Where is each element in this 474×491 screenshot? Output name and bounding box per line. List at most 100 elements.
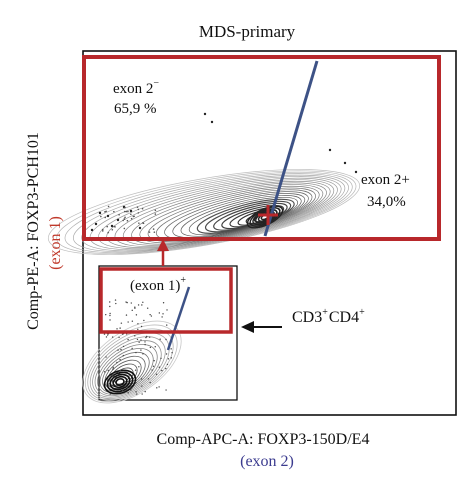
inset-dot [166,363,169,366]
outlier-dot [137,212,140,214]
outlier-dot [113,225,116,228]
outlier-dot [129,209,133,213]
contour-line [64,171,353,254]
inset-dot [127,321,129,323]
inset-dot [120,322,123,324]
inset-dot [112,374,114,377]
inset-divider-line [166,286,191,351]
inset-dot [137,304,140,306]
red-connector-arrow [157,239,169,266]
inset-dot [162,302,165,304]
inset-dot [135,351,137,354]
outlier-dot [210,120,214,124]
contour-line [147,187,316,243]
inset-dot [109,319,111,321]
inset-dot [148,336,151,338]
outlier-dot [116,218,120,222]
inset-contour-core [112,375,128,389]
inset-dot [111,384,114,387]
inset-dot [149,346,152,349]
inset-dot [170,357,173,359]
inset-dot [137,323,139,325]
outlier-dot [138,222,140,224]
contour-line [180,195,302,237]
x-axis-label: Comp-APC-A: FOXP3-150D/E4 [157,431,370,448]
inset-dot [158,386,160,388]
inset-dot [165,389,167,391]
gate-exon2-pos-value: 34,0% [367,194,406,210]
outlier-dot [107,231,110,234]
inset-dot [119,327,121,329]
inset-dot [141,385,143,387]
inset-dot [161,369,163,372]
inset-dot [114,299,117,301]
inset-population-contours [82,320,182,404]
inset-dot [129,386,132,389]
main-population-dots [90,112,358,234]
inset-dot [126,301,128,304]
inset-dot [153,360,155,362]
outlier-dot [90,228,94,232]
inset-dot [144,343,146,346]
inset-dot [131,309,133,312]
contour-line [122,182,327,246]
outlier-dot [122,219,124,222]
outlier-dot [105,210,107,213]
inset-dot [149,381,151,384]
main-divider-line [263,60,319,237]
inset-dot [103,371,106,373]
inset-gate-label: (exon 1)+ [130,275,186,294]
inset-dot [105,356,107,358]
inset-dot [118,336,120,339]
outlier-dot [110,224,114,228]
outlier-dot [328,148,332,152]
outlier-dot [148,231,151,233]
inset-dot [134,306,136,308]
outlier-dot [136,206,139,208]
outlier-dot [152,228,155,230]
outlier-dot [100,215,102,218]
inset-dot [158,366,161,368]
inset-dot [127,392,129,394]
inset-dot [109,314,111,317]
inset-dot [158,312,161,314]
outlier-dot [126,219,129,222]
outlier-dot [123,227,126,230]
inset-dot [112,366,114,369]
contour-line [106,179,335,249]
inset-dot [105,336,108,338]
outlier-dot [94,222,98,226]
outlier-dot [98,211,102,215]
main-population-contours [47,169,361,255]
outlier-dot [124,216,126,219]
inset-dot [145,336,147,339]
outlier-dot [138,226,142,230]
inset-dot [119,369,121,371]
inset-dot [140,339,142,341]
gate-exon2-neg-label: exon 2− [113,78,159,97]
outlier-dot [118,214,120,216]
outlier-dot [123,218,126,220]
median-cross-marker [258,205,278,225]
inset-dot [119,378,121,380]
inset-dot [125,301,127,303]
y-axis-sublabel: (exon 1) [47,216,64,270]
inset-dot [111,336,114,338]
inset-dot [161,316,163,318]
inset-dot [107,369,109,372]
inset-dot [134,381,137,383]
inset-dot [131,347,133,350]
inset-dot [116,328,118,330]
inset-dot [116,361,118,364]
inset-dot [130,389,132,391]
inset-dot [134,369,137,371]
inset-population-label: CD3+CD4+ [292,307,365,326]
inset-dot [144,341,146,343]
inset-dot [138,341,140,343]
inset-dot [160,357,162,360]
outlier-dot [154,209,157,212]
inset-dot [159,338,161,340]
inset-dot [106,334,109,336]
inset-dot [120,348,122,351]
